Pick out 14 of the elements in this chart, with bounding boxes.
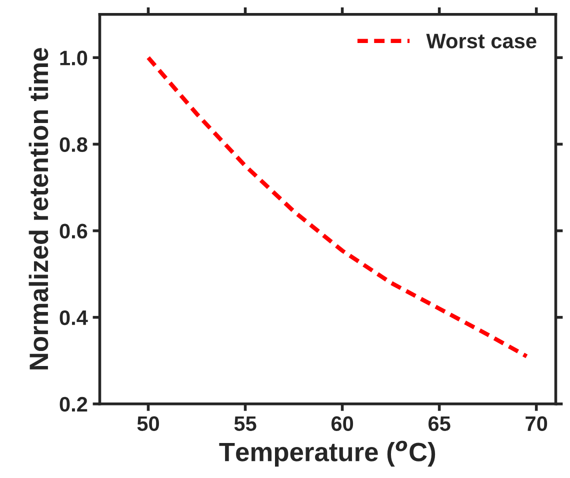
line-series [146, 56, 529, 358]
x-tick-label: 70 [526, 416, 548, 432]
y-tick-label: 0.4 [60, 310, 88, 326]
y-tick-label: 0.6 [60, 224, 88, 239]
x-tick-label: 55 [234, 416, 256, 432]
x-axis-title: Temperature ($^{o}$C) [219, 440, 436, 467]
y-tick-label: 1.0 [60, 50, 88, 66]
x-tick-label: 60 [331, 416, 354, 432]
y-tick-label: 0.2 [60, 396, 88, 412]
y-tick-label: 0.8 [60, 137, 88, 152]
legend-label: Worst case [426, 34, 536, 48]
x-tick-label: 50 [137, 416, 159, 432]
y-axis-title: Normalized retention time [28, 48, 48, 370]
x-tick-label: 65 [428, 416, 450, 432]
